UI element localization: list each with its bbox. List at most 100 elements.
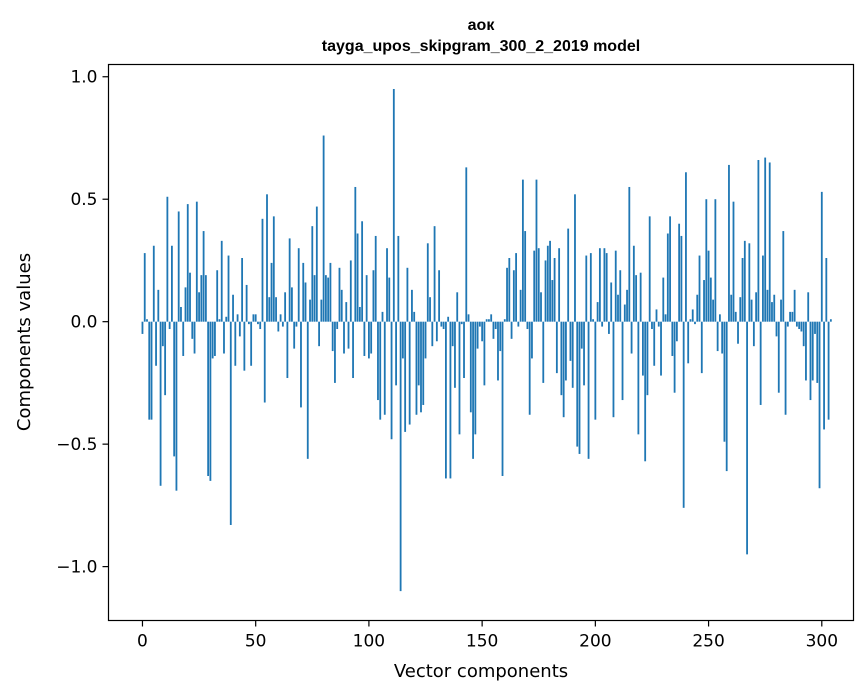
bar xyxy=(793,289,796,322)
bar xyxy=(422,321,425,405)
bar xyxy=(469,321,472,413)
bar xyxy=(816,321,819,383)
bar xyxy=(216,270,219,322)
bar xyxy=(272,216,275,322)
bar xyxy=(696,294,699,322)
bar xyxy=(377,321,379,401)
bar xyxy=(390,321,393,440)
bar xyxy=(680,235,683,322)
bar xyxy=(716,321,719,352)
bar xyxy=(238,321,241,337)
bar xyxy=(143,253,146,322)
bar xyxy=(334,321,336,383)
bar xyxy=(345,302,348,322)
bar xyxy=(218,319,221,322)
bar xyxy=(356,233,359,322)
bar xyxy=(211,321,214,359)
bar xyxy=(365,275,368,322)
bar xyxy=(261,218,264,322)
bar xyxy=(562,321,565,418)
bar xyxy=(587,321,590,459)
bar xyxy=(186,204,189,322)
bar xyxy=(433,226,436,322)
bar xyxy=(336,321,339,330)
bar xyxy=(386,248,388,322)
bar xyxy=(232,294,234,322)
bar xyxy=(537,248,540,322)
bar xyxy=(626,289,628,322)
bar xyxy=(266,194,268,322)
bar xyxy=(691,309,694,322)
bar xyxy=(820,191,823,322)
bar xyxy=(526,321,529,330)
bar xyxy=(718,314,721,322)
bar xyxy=(639,272,642,322)
bar xyxy=(161,321,164,347)
bar xyxy=(771,302,773,322)
bar xyxy=(671,321,674,356)
x-tick-label: 100 xyxy=(353,632,385,652)
bar xyxy=(750,299,753,322)
bar-series xyxy=(141,88,832,592)
bar xyxy=(474,321,477,435)
bar xyxy=(682,321,685,508)
bar xyxy=(456,292,459,322)
y-tick-label: −1.0 xyxy=(56,558,97,578)
bar xyxy=(592,319,594,322)
bar xyxy=(411,289,413,322)
bar xyxy=(567,228,570,322)
bar xyxy=(442,321,445,330)
bar xyxy=(306,321,309,459)
bar xyxy=(553,258,556,322)
x-tick-label: 250 xyxy=(692,632,724,652)
bar xyxy=(254,314,257,322)
bar xyxy=(467,314,470,322)
bar xyxy=(732,201,735,322)
bar xyxy=(757,160,760,322)
bar xyxy=(571,321,574,388)
chart-title-line2: tayga_upos_skipgram_300_2_2019 model xyxy=(322,38,640,55)
bar xyxy=(195,201,198,322)
bar xyxy=(297,248,300,322)
bar xyxy=(798,321,801,330)
bar xyxy=(777,321,780,393)
bar xyxy=(250,321,253,366)
x-tick-label: 200 xyxy=(579,632,611,652)
bar xyxy=(741,258,744,322)
bar xyxy=(279,314,282,322)
bar xyxy=(612,321,615,418)
bar xyxy=(175,321,178,491)
bar xyxy=(510,321,513,339)
bar xyxy=(166,196,169,322)
bar xyxy=(454,321,456,388)
bar xyxy=(300,321,302,408)
bar xyxy=(340,289,343,322)
bar xyxy=(150,321,153,420)
bar xyxy=(786,321,789,327)
bar xyxy=(440,321,443,327)
y-tick-label: 1.0 xyxy=(70,68,97,88)
bar xyxy=(263,321,266,403)
bar xyxy=(515,253,517,322)
bar xyxy=(673,321,676,393)
bar xyxy=(481,321,484,342)
bar xyxy=(281,321,284,327)
bar xyxy=(544,260,547,322)
bar xyxy=(598,248,601,322)
bar xyxy=(653,321,656,366)
bar xyxy=(675,321,678,342)
bar xyxy=(725,321,728,472)
bar xyxy=(578,321,581,454)
bar xyxy=(270,262,273,322)
bar xyxy=(220,240,223,322)
bar xyxy=(755,292,758,322)
bar xyxy=(818,321,821,489)
bar xyxy=(247,321,250,325)
bar xyxy=(338,267,341,322)
bar xyxy=(426,243,429,322)
bar xyxy=(800,321,803,332)
bar xyxy=(293,321,296,349)
bar xyxy=(666,233,669,322)
bar xyxy=(361,221,364,322)
